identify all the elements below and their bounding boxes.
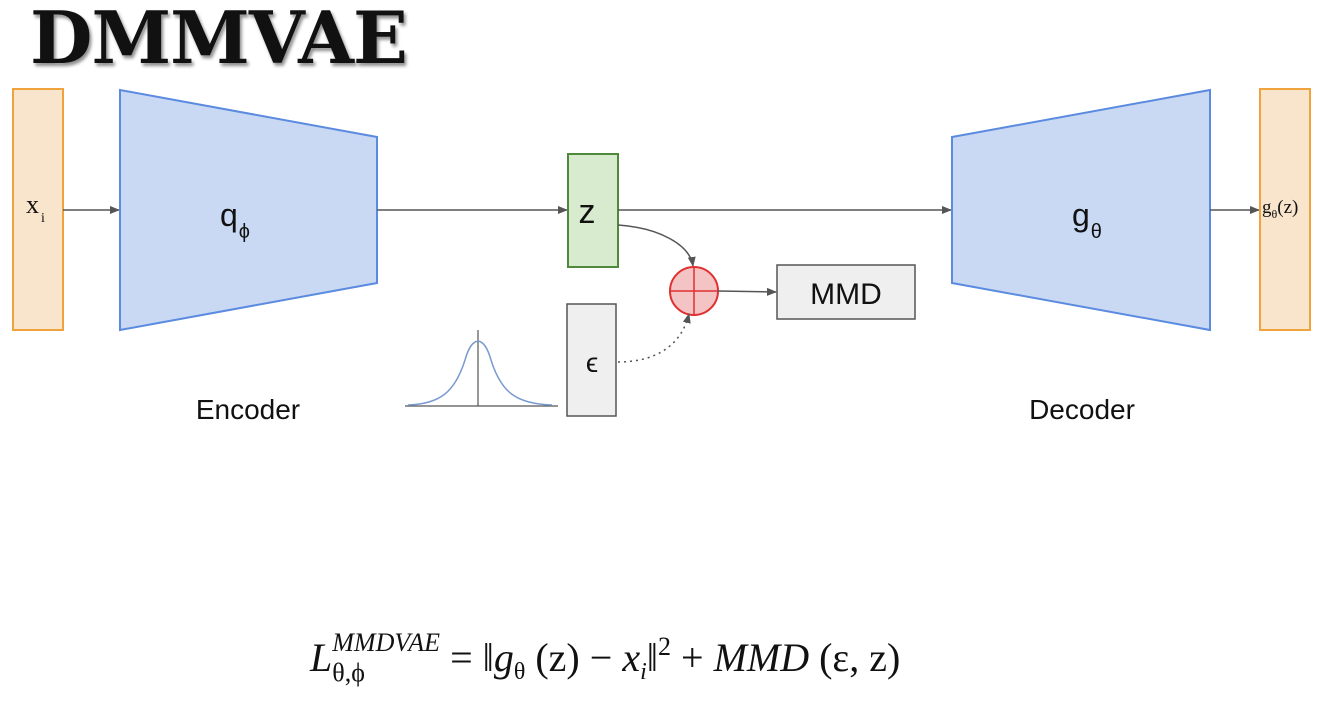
decoder-network	[951, 88, 1211, 332]
output-block	[1259, 88, 1311, 331]
mmd-box	[776, 264, 916, 320]
arrow-latent-add	[617, 224, 696, 267]
encoder-caption: Encoder	[196, 394, 300, 425]
decoder-function-label: gθ	[1072, 197, 1102, 243]
input-block	[12, 88, 64, 331]
output-label: gθ(z)	[1262, 197, 1298, 221]
loss-formula: L MMDVAE θ,ϕ = ‖gθ (z) − xi‖2 + MMD (ε, z)	[310, 627, 901, 687]
gaussian-distribution-icon	[405, 330, 558, 407]
latent-z-box	[567, 153, 619, 268]
decoder-caption: Decoder	[1029, 394, 1135, 425]
noise-epsilon-label: ϵ	[586, 347, 598, 378]
noise-epsilon-box	[566, 303, 617, 417]
encoder-function-label: qϕ	[220, 197, 250, 243]
arrow-add-mmd	[717, 287, 777, 296]
mmd-label: MMD	[810, 278, 882, 311]
page-title: DMMVAE	[30, 0, 408, 80]
arrow-noise-add	[617, 313, 691, 363]
encoder-network	[119, 88, 378, 332]
latent-z-label: z	[579, 193, 596, 231]
